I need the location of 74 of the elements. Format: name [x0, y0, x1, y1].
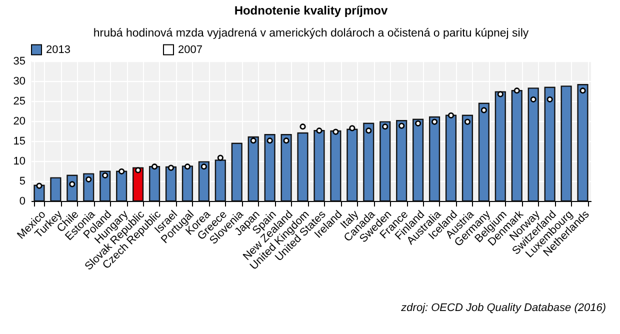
legend-label: 2013 [46, 44, 70, 56]
bar [280, 134, 292, 202]
legend-label: 2007 [178, 44, 202, 56]
point [168, 164, 174, 171]
point [514, 88, 520, 94]
point [300, 124, 306, 130]
bar [544, 86, 556, 202]
bar [132, 167, 144, 202]
point [431, 118, 438, 125]
bar [314, 130, 325, 202]
y-tick-label: 15 [13, 136, 26, 148]
point [102, 172, 108, 178]
point [69, 181, 76, 188]
point [266, 138, 273, 144]
y-tick-label: 25 [13, 96, 26, 108]
y-tick-label: 20 [13, 116, 26, 128]
bar [198, 161, 210, 202]
bar [363, 122, 374, 202]
y-tick-label: 30 [13, 76, 26, 88]
y-tick-label: 0 [19, 196, 26, 208]
point [184, 164, 191, 170]
bar [494, 91, 506, 202]
point [118, 168, 125, 174]
bar [50, 177, 62, 202]
bar [116, 170, 128, 202]
bar [248, 136, 259, 202]
point [448, 112, 454, 118]
bar [511, 90, 522, 202]
point [480, 107, 487, 114]
chart-subtitle: hrubá hodinová mzda vyjadrená v amerických dolároch a očistená o paritu kúpnej sily [93, 28, 529, 40]
y-tick-label: 5 [19, 176, 26, 188]
point [398, 122, 405, 129]
point [332, 128, 339, 135]
bar [380, 121, 391, 202]
point [497, 91, 504, 98]
y-tick-label: 35 [13, 56, 26, 68]
chart-title: Hodnotenie kvality príjmov [234, 4, 388, 18]
bar [560, 86, 572, 202]
point [580, 88, 586, 94]
point [349, 125, 356, 132]
bar [445, 114, 457, 202]
bar [428, 116, 440, 202]
text: zdroj: OECD Job Quality Database (2016) [401, 302, 606, 314]
point [151, 164, 158, 170]
bar [214, 160, 226, 202]
point [250, 138, 256, 144]
point [86, 176, 92, 182]
bar [165, 166, 177, 202]
bar [182, 166, 194, 202]
point [366, 128, 372, 134]
point [135, 167, 142, 174]
bar [330, 130, 342, 202]
bar [264, 134, 276, 202]
bar [462, 114, 474, 202]
point [200, 164, 207, 170]
point [464, 118, 471, 125]
bar [528, 88, 539, 202]
point [217, 154, 224, 161]
point [415, 120, 422, 126]
bar [231, 142, 242, 202]
point [283, 138, 290, 144]
bar [346, 128, 358, 202]
point [316, 128, 322, 134]
point [546, 96, 553, 102]
bar [297, 132, 308, 202]
y-tick-label: 10 [13, 156, 26, 168]
point [530, 96, 536, 102]
bar [412, 118, 424, 202]
bar [148, 166, 160, 202]
bar [478, 102, 490, 202]
point [382, 124, 388, 130]
bar [577, 84, 588, 202]
bar [396, 120, 408, 202]
point [36, 182, 42, 189]
